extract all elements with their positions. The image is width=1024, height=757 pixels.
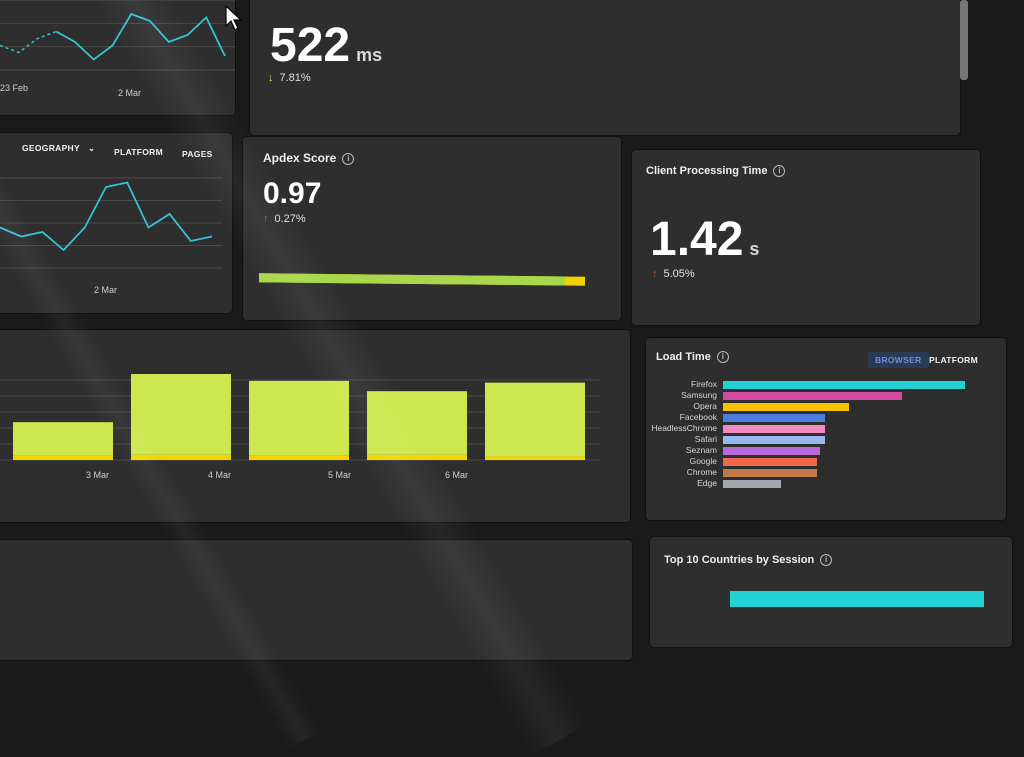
- client-processing-title: Client Processing Time i: [646, 165, 786, 177]
- load-time-label-facebook: Facebook: [679, 412, 717, 422]
- scrollbar[interactable]: [960, 0, 968, 80]
- load-time-bar-samsung[interactable]: [723, 392, 903, 400]
- sessions-line-chart: [0, 177, 222, 269]
- apdex-delta: ↑ 0.27%: [263, 213, 306, 225]
- apdex-progress-bar: [258, 273, 586, 286]
- info-icon[interactable]: i: [716, 351, 729, 363]
- x-label-3-mar: 3 Mar: [86, 470, 110, 480]
- bar-segment-6-mar[interactable]: [367, 454, 467, 460]
- tab-geography[interactable]: GEOGRAPHY ⌄: [22, 143, 96, 153]
- sessions-line-chart-card: GEOGRAPHY ⌄ PLATFORM PAGES 2 Mar: [0, 133, 232, 313]
- info-icon[interactable]: i: [773, 165, 786, 177]
- load-time-bar-edge[interactable]: [723, 480, 782, 488]
- load-time-label-headlesschrome: HeadlessChrome: [651, 423, 717, 433]
- chevron-down-icon: ⌄: [87, 143, 96, 153]
- apdex-title: Apdex Score i: [263, 151, 355, 165]
- bar-segment-7-mar[interactable]: [485, 456, 585, 460]
- bar-4-mar[interactable]: [131, 374, 231, 455]
- arrow-down-icon: ↓: [268, 72, 274, 84]
- bar-3-mar[interactable]: [13, 422, 113, 456]
- load-time-bar-google[interactable]: [723, 458, 818, 466]
- x-label-23-feb: 23 Feb: [0, 83, 29, 93]
- client-processing-value: 1.42 s: [650, 213, 760, 266]
- arrow-up-icon: ↑: [263, 213, 269, 225]
- response-time-value: 522 ms: [270, 19, 383, 72]
- load-time-bar-seznam[interactable]: [723, 447, 820, 455]
- bar-segment-5-mar[interactable]: [249, 455, 349, 460]
- x-label-2-mar: 2 Mar: [94, 285, 118, 295]
- arrow-up-icon: ↑: [652, 268, 658, 280]
- tab-platform[interactable]: PLATFORM: [114, 147, 163, 157]
- bottom-left-card: [0, 540, 632, 660]
- load-time-bar-facebook[interactable]: [723, 414, 825, 422]
- load-time-label-google: Google: [689, 456, 717, 466]
- tab-pages[interactable]: PAGES: [182, 149, 213, 159]
- top-left-chart-card: 23 Feb 2 Mar: [0, 0, 235, 115]
- bar-segment-4-mar[interactable]: [131, 454, 231, 460]
- load-time-bar-safari[interactable]: [723, 436, 825, 444]
- bar-7-mar[interactable]: [485, 382, 585, 457]
- apdex-score-card: Apdex Score i 0.97 ↑ 0.27%: [243, 137, 621, 320]
- apdex-progress-fill: [258, 273, 566, 286]
- x-label-4-mar: 4 Mar: [208, 470, 232, 480]
- x-label-6-mar: 6 Mar: [445, 470, 469, 480]
- sessions-bar-chart-card: 3 Mar 4 Mar 5 Mar 6 Mar: [0, 330, 630, 522]
- load-time-label-safari: Safari: [694, 434, 717, 444]
- load-time-label-firefox: Firefox: [691, 379, 717, 389]
- load-time-bar-opera[interactable]: [723, 403, 849, 411]
- series-line: [55, 12, 226, 61]
- tab-platform[interactable]: PLATFORM: [929, 355, 978, 365]
- load-time-label-samsung: Samsung: [681, 390, 717, 400]
- top-country-bar: [730, 591, 984, 607]
- info-icon[interactable]: i: [820, 554, 833, 566]
- series-line: [0, 181, 213, 252]
- x-label-5-mar: 5 Mar: [328, 470, 352, 480]
- load-time-label-chrome: Chrome: [686, 467, 717, 477]
- top-countries-title: Top 10 Countries by Session i: [664, 554, 833, 566]
- bar-segment-3-mar[interactable]: [13, 455, 113, 460]
- load-time-label-seznam: Seznam: [685, 445, 717, 455]
- sessions-bar-chart: [0, 374, 600, 461]
- load-time-label-opera: Opera: [693, 401, 717, 411]
- series-line-dashed: [0, 30, 57, 54]
- load-time-label-edge: Edge: [697, 478, 717, 488]
- bar-5-mar[interactable]: [249, 380, 349, 456]
- top-countries-card: Top 10 Countries by Session i: [650, 537, 1012, 647]
- load-time-bar-headlesschrome[interactable]: [723, 425, 825, 433]
- apdex-value: 0.97: [263, 177, 322, 210]
- load-time-bar-chrome[interactable]: [723, 469, 818, 477]
- client-processing-time-card: Client Processing Time i 1.42 s ↑ 5.05%: [632, 150, 980, 325]
- load-time-bar-firefox[interactable]: [723, 381, 965, 389]
- bar-6-mar[interactable]: [367, 391, 467, 455]
- top-left-line-chart: [0, 0, 235, 71]
- load-time-title: Load Time i: [656, 351, 729, 363]
- response-time-delta: ↓ 7.81%: [268, 72, 311, 84]
- x-label-2-mar: 2 Mar: [118, 88, 142, 98]
- tab-browser[interactable]: BROWSER: [868, 352, 929, 368]
- info-icon[interactable]: i: [342, 153, 355, 165]
- response-time-card: 522 ms ↓ 7.81%: [250, 0, 960, 135]
- load-time-card: Load Time i BROWSER PLATFORM Firefox Samsu…: [646, 338, 1006, 520]
- mouse-cursor-icon: [225, 4, 243, 31]
- client-processing-delta: ↑ 5.05%: [652, 268, 695, 280]
